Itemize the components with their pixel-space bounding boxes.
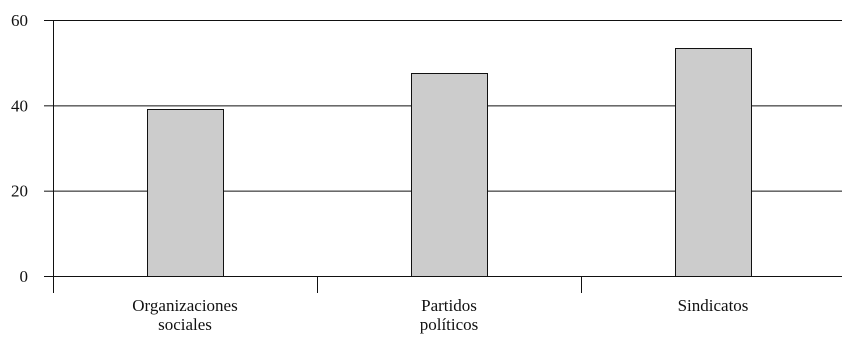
x-category-label-line: Partidos [421, 296, 477, 315]
bars [147, 48, 752, 277]
y-tick-label-60: 60 [11, 11, 28, 30]
x-category-label-1: Partidos políticos [420, 296, 479, 334]
x-category-labels: Organizaciones sociales Partidos políticos S… [132, 296, 748, 334]
x-category-label-0: Organizaciones sociales [132, 296, 237, 334]
axes [44, 20, 842, 293]
y-tick-labels: 0 20 40 60 [11, 11, 28, 286]
bar-2 [675, 48, 752, 277]
y-tick-label-20: 20 [11, 182, 28, 201]
bar-1 [411, 73, 488, 277]
bar-0 [147, 109, 224, 277]
x-category-label-line: políticos [420, 315, 479, 334]
x-category-label-2: Sindicatos [678, 296, 749, 315]
y-tick-label-0: 0 [20, 267, 29, 286]
y-tick-label-40: 40 [11, 96, 28, 115]
x-category-label-line: Organizaciones [132, 296, 237, 315]
x-category-label-line: Sindicatos [678, 296, 749, 315]
x-category-label-line: sociales [158, 315, 212, 334]
